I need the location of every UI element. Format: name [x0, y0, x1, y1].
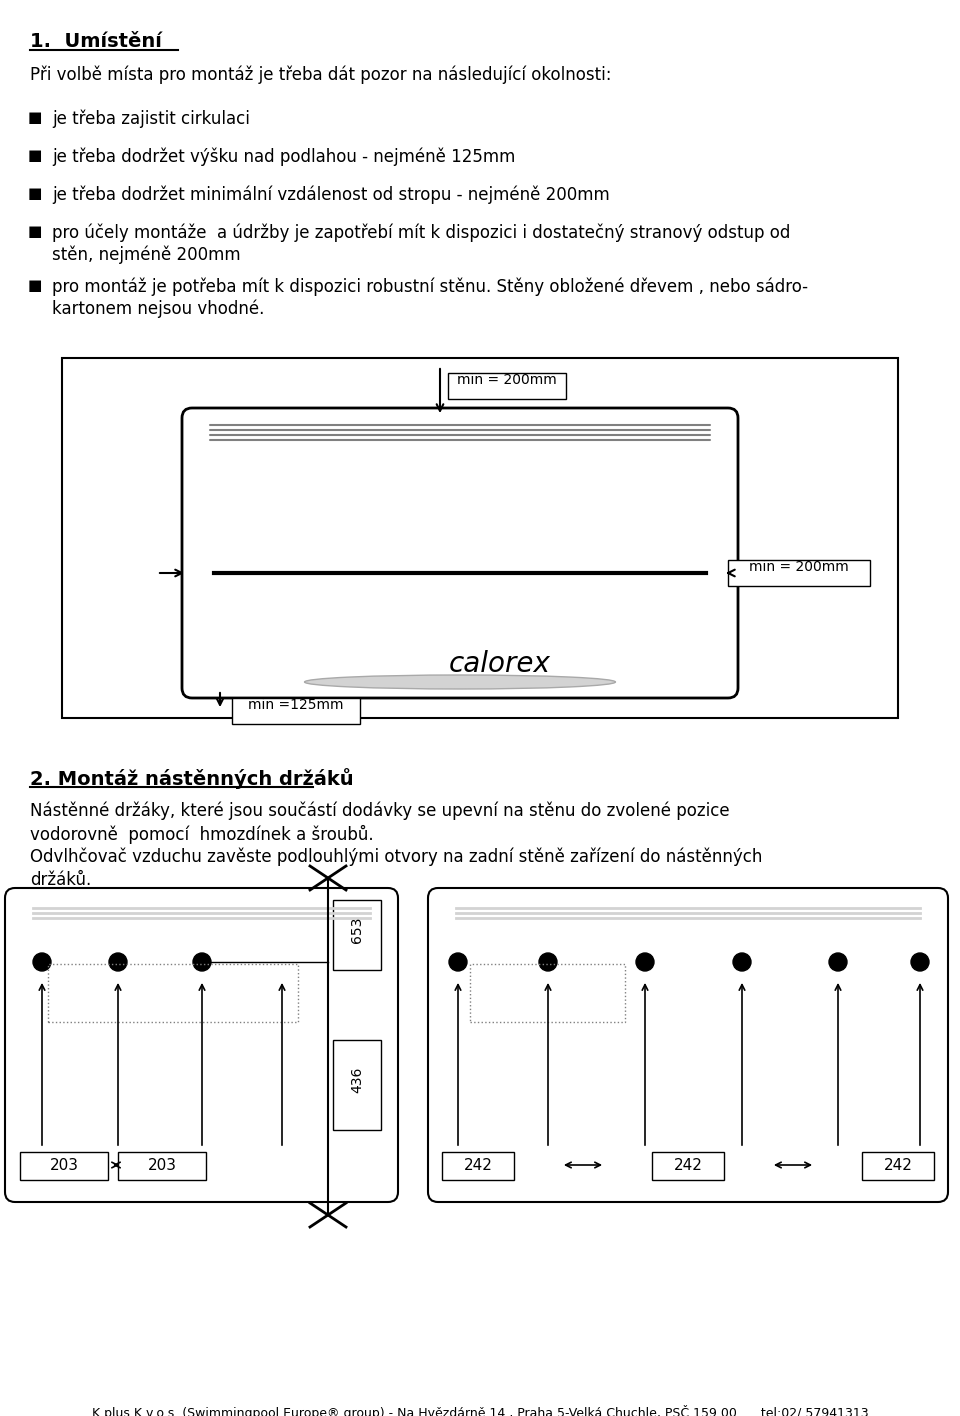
Bar: [48, 964, 298, 1022]
Bar: [20, 1153, 108, 1180]
Text: Odvlhčovač vzduchu zavěste podlouhlými otvory na zadní stěně zařízení do nástěnn: Odvlhčovač vzduchu zavěste podlouhlými o…: [30, 848, 762, 867]
Circle shape: [733, 953, 751, 971]
Text: 242: 242: [674, 1158, 703, 1172]
Text: kartonem nejsou vhodné.: kartonem nejsou vhodné.: [52, 300, 264, 319]
Text: je třeba dodržet výšku nad podlahou - nejméně 125mm: je třeba dodržet výšku nad podlahou - ne…: [52, 149, 516, 167]
Bar: [470, 964, 625, 1022]
Text: 2. Montáž nástěnných držáků: 2. Montáž nástěnných držáků: [30, 767, 353, 789]
Text: ■: ■: [28, 224, 42, 239]
Text: ■: ■: [28, 110, 42, 125]
Text: min = 200mm: min = 200mm: [457, 372, 557, 387]
Text: je třeba dodržet minimální vzdálenost od stropu - nejméně 200mm: je třeba dodržet minimální vzdálenost od…: [52, 185, 610, 204]
Text: min = 200mm: min = 200mm: [749, 559, 849, 573]
Bar: [728, 559, 870, 586]
Text: 203: 203: [148, 1158, 177, 1172]
Circle shape: [449, 953, 467, 971]
Text: 1.  Umístění: 1. Umístění: [30, 33, 162, 51]
FancyBboxPatch shape: [182, 408, 738, 698]
Text: ■: ■: [28, 278, 42, 293]
Text: ■: ■: [28, 185, 42, 201]
Circle shape: [829, 953, 847, 971]
Circle shape: [636, 953, 654, 971]
Text: 242: 242: [883, 1158, 912, 1172]
Text: ■: ■: [28, 149, 42, 163]
Text: je třeba zajistit cirkulaci: je třeba zajistit cirkulaci: [52, 110, 250, 129]
Circle shape: [911, 953, 929, 971]
Text: 203: 203: [50, 1158, 79, 1172]
Bar: [442, 1153, 514, 1180]
Bar: [862, 1153, 934, 1180]
Text: 653: 653: [350, 916, 364, 943]
Bar: [118, 1153, 206, 1180]
Text: calorex: calorex: [449, 650, 551, 678]
Text: 436: 436: [350, 1066, 364, 1093]
Bar: [652, 1153, 724, 1180]
Bar: [333, 1039, 381, 1130]
Text: Nástěnné držáky, které jsou součástí dodávky se upevní na stěnu do zvolené pozic: Nástěnné držáky, které jsou součástí dod…: [30, 801, 730, 820]
Bar: [62, 358, 898, 718]
Text: Při volbě místa pro montáž je třeba dát pozor na následující okolnosti:: Při volbě místa pro montáž je třeba dát …: [30, 65, 612, 84]
FancyBboxPatch shape: [428, 888, 948, 1202]
Text: pro montáž je potřeba mít k dispozici robustní stěnu. Stěny obložené dřevem , ne: pro montáž je potřeba mít k dispozici ro…: [52, 278, 808, 296]
Text: držáků.: držáků.: [30, 871, 91, 889]
Circle shape: [33, 953, 51, 971]
Text: stěn, nejméně 200mm: stěn, nejméně 200mm: [52, 246, 241, 265]
Text: 242: 242: [464, 1158, 492, 1172]
Bar: [333, 901, 381, 970]
Circle shape: [193, 953, 211, 971]
Ellipse shape: [304, 675, 615, 690]
Text: K plus K v.o.s. (Swimmingpool Europe® group) - Na Hvězdárně 14 , Praha 5-Velká C: K plus K v.o.s. (Swimmingpool Europe® gr…: [92, 1405, 868, 1416]
Circle shape: [109, 953, 127, 971]
Bar: [232, 698, 360, 724]
Text: vodorovně  pomocí  hmozdínek a šroubů.: vodorovně pomocí hmozdínek a šroubů.: [30, 826, 373, 844]
Text: pro účely montáže  a údržby je zapotřebí mít k dispozici i dostatečný stranový o: pro účely montáže a údržby je zapotřebí …: [52, 224, 790, 242]
Circle shape: [539, 953, 557, 971]
FancyBboxPatch shape: [5, 888, 398, 1202]
Text: min =125mm: min =125mm: [249, 698, 344, 712]
Bar: [448, 372, 566, 399]
